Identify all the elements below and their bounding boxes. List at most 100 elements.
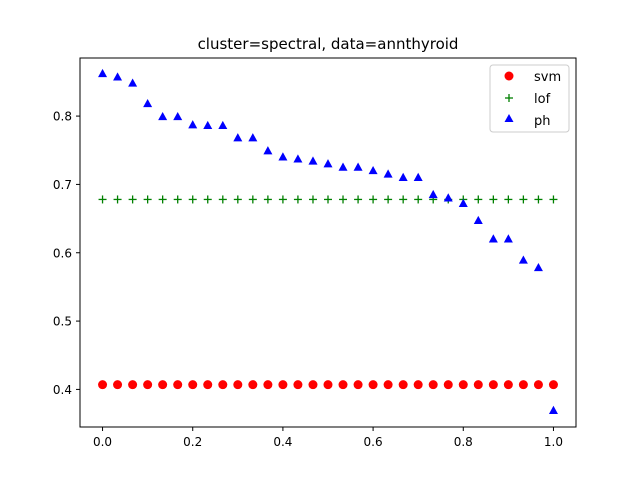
point-ph-21: [413, 172, 423, 181]
point-ph-7: [203, 120, 213, 130]
point-lof-17: [354, 195, 363, 204]
legend-marker-svm: [504, 71, 514, 81]
point-lof-21: [414, 195, 423, 204]
point-svm-5: [173, 380, 183, 390]
point-svm-18: [368, 380, 378, 390]
point-ph-10: [248, 133, 258, 142]
point-svm-11: [263, 380, 273, 390]
y-tick-label: 0.8: [53, 110, 72, 124]
point-lof-1: [113, 195, 122, 204]
x-tick-label: 0.8: [454, 435, 473, 449]
point-lof-10: [248, 195, 257, 204]
point-lof-5: [173, 195, 182, 204]
point-ph-20: [398, 172, 408, 181]
point-ph-30: [548, 405, 558, 414]
point-lof-18: [369, 195, 378, 204]
point-ph-14: [308, 156, 318, 165]
point-svm-29: [533, 380, 543, 390]
y-tick-label: 0.7: [53, 178, 72, 192]
point-svm-28: [518, 380, 528, 390]
legend-box: [489, 64, 570, 133]
legend-label-ph: ph: [534, 114, 551, 129]
point-ph-0: [98, 68, 108, 78]
point-ph-9: [233, 133, 243, 142]
point-svm-8: [218, 380, 228, 390]
point-svm-14: [308, 380, 318, 390]
point-svm-17: [353, 380, 363, 390]
x-tick-label: 1.0: [544, 435, 563, 449]
x-axis: 0.0 0.2 0.4 0.6 0.8 1.0: [93, 427, 563, 449]
point-svm-27: [503, 380, 513, 390]
point-svm-3: [143, 380, 153, 390]
point-lof-29: [534, 195, 543, 204]
point-ph-23: [443, 193, 453, 202]
point-svm-7: [203, 380, 213, 390]
point-lof-3: [143, 195, 152, 204]
legend: svm lof ph: [489, 64, 570, 133]
point-ph-1: [113, 72, 123, 81]
plot-frame: [79, 57, 577, 428]
point-svm-30: [548, 380, 558, 390]
point-ph-16: [338, 162, 348, 171]
point-svm-0: [98, 380, 108, 390]
point-lof-30: [549, 195, 558, 204]
point-ph-2: [128, 78, 138, 87]
x-tick-label: 0.4: [273, 435, 292, 449]
point-ph-18: [368, 165, 378, 175]
legend-label-svm: svm: [534, 70, 561, 85]
point-svm-25: [473, 380, 483, 390]
point-svm-10: [248, 380, 258, 390]
point-svm-12: [278, 380, 288, 390]
point-lof-8: [218, 195, 227, 204]
point-svm-19: [383, 380, 393, 390]
point-lof-27: [504, 195, 513, 204]
point-svm-20: [398, 380, 408, 390]
point-ph-24: [458, 198, 468, 207]
point-svm-24: [458, 380, 468, 390]
point-svm-26: [488, 380, 498, 390]
point-ph-27: [503, 234, 513, 243]
point-svm-21: [413, 380, 423, 390]
point-ph-11: [263, 146, 273, 155]
point-lof-28: [519, 195, 528, 204]
point-lof-26: [489, 195, 498, 204]
point-lof-12: [278, 195, 287, 204]
point-lof-16: [339, 195, 348, 204]
legend-marker-lof: [505, 94, 513, 102]
point-lof-7: [203, 195, 212, 204]
point-ph-12: [278, 152, 288, 161]
y-tick-label: 0.6: [53, 246, 72, 260]
y-tick-label: 0.5: [53, 315, 72, 329]
point-svm-2: [128, 380, 138, 390]
point-lof-20: [399, 195, 408, 204]
point-ph-19: [383, 169, 393, 178]
point-lof-9: [233, 195, 242, 204]
point-svm-4: [158, 380, 168, 390]
point-ph-13: [293, 154, 303, 163]
point-lof-15: [324, 195, 332, 204]
point-lof-11: [263, 195, 272, 204]
point-ph-15: [323, 159, 333, 168]
legend-marker-ph: [504, 114, 514, 122]
point-svm-1: [113, 380, 123, 390]
x-tick-label: 0.0: [93, 435, 112, 449]
point-lof-14: [308, 195, 317, 204]
point-ph-17: [353, 162, 363, 171]
y-axis: 0.4 0.5 0.6 0.7 0.8: [53, 110, 80, 397]
point-ph-8: [218, 120, 228, 130]
point-lof-0: [98, 195, 107, 204]
point-svm-9: [233, 380, 243, 390]
point-svm-23: [443, 380, 453, 390]
x-tick-label: 0.2: [183, 435, 202, 449]
legend-label-lof: lof: [534, 92, 551, 107]
point-ph-29: [533, 262, 543, 272]
point-ph-3: [143, 98, 153, 108]
point-lof-2: [128, 195, 137, 204]
point-svm-15: [323, 380, 333, 390]
point-ph-5: [173, 111, 183, 121]
y-tick-label: 0.4: [53, 383, 72, 397]
point-lof-19: [384, 195, 393, 204]
point-lof-4: [158, 195, 167, 204]
point-ph-4: [158, 111, 168, 121]
